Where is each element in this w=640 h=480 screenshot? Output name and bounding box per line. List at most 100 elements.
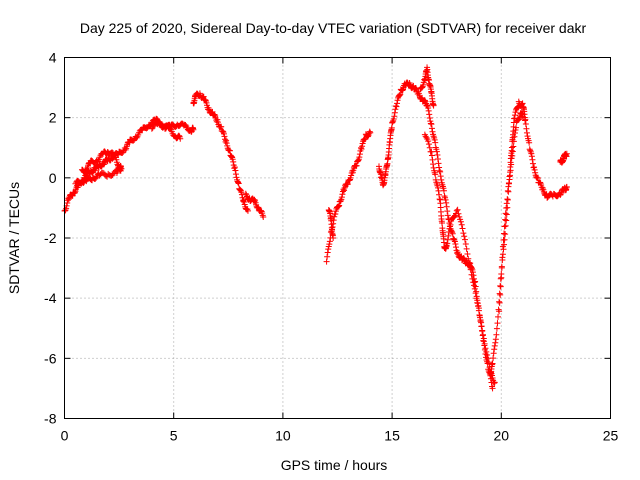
data-point bbox=[437, 173, 444, 180]
data-point bbox=[523, 125, 530, 132]
data-point bbox=[464, 251, 471, 258]
data-point bbox=[481, 340, 488, 347]
data-point bbox=[391, 113, 398, 120]
data-point bbox=[337, 197, 344, 204]
data-point bbox=[500, 236, 507, 243]
data-point bbox=[458, 221, 465, 228]
data-point bbox=[425, 107, 432, 114]
data-point bbox=[426, 111, 433, 118]
data-point bbox=[531, 164, 538, 171]
data-point bbox=[230, 158, 237, 165]
data-point bbox=[228, 153, 235, 160]
y-axis-label: SDTVAR / TECUs bbox=[6, 182, 22, 294]
plot-frame bbox=[64, 57, 611, 419]
data-point bbox=[529, 156, 536, 163]
series-arc-6-inner bbox=[421, 131, 498, 387]
data-point bbox=[489, 385, 496, 392]
y-tick-label: -4 bbox=[44, 290, 57, 306]
data-point bbox=[260, 213, 267, 220]
data-point bbox=[471, 285, 478, 292]
data-point bbox=[461, 233, 468, 240]
data-point bbox=[366, 128, 373, 135]
data-point bbox=[388, 124, 395, 131]
data-point bbox=[478, 323, 485, 330]
data-point bbox=[64, 200, 71, 207]
data-point bbox=[523, 129, 530, 136]
data-point bbox=[235, 180, 242, 187]
data-point bbox=[520, 114, 527, 121]
data-point bbox=[480, 331, 487, 338]
data-point bbox=[489, 360, 496, 367]
y-tick-label: -6 bbox=[44, 350, 57, 366]
data-point bbox=[190, 126, 197, 133]
data-point bbox=[176, 132, 183, 139]
data-point bbox=[325, 246, 332, 253]
data-point bbox=[232, 167, 239, 174]
data-point bbox=[399, 87, 406, 94]
data-point bbox=[326, 241, 333, 248]
data-point bbox=[506, 176, 513, 183]
data-point bbox=[513, 124, 520, 131]
data-point bbox=[452, 241, 459, 248]
data-point bbox=[509, 148, 516, 155]
data-point bbox=[444, 208, 451, 215]
grid-layer bbox=[64, 57, 611, 419]
data-point bbox=[365, 133, 372, 140]
data-point bbox=[251, 196, 258, 203]
y-tick-label: 0 bbox=[49, 170, 57, 186]
data-point bbox=[428, 148, 435, 155]
data-point bbox=[244, 207, 251, 214]
data-point bbox=[393, 103, 400, 110]
data-point bbox=[507, 172, 514, 179]
data-point bbox=[222, 136, 229, 143]
data-point bbox=[496, 299, 503, 306]
data-point bbox=[436, 191, 443, 198]
data-point bbox=[396, 92, 403, 99]
data-point bbox=[526, 146, 533, 153]
data-point bbox=[336, 202, 343, 209]
data-point bbox=[428, 125, 435, 132]
chart-title: Day 225 of 2020, Sidereal Day-to-day VTE… bbox=[80, 20, 587, 36]
data-point bbox=[428, 121, 435, 128]
data-point bbox=[109, 172, 116, 179]
data-point bbox=[330, 235, 337, 241]
data-point bbox=[444, 236, 451, 243]
data-point bbox=[503, 211, 510, 218]
data-point bbox=[470, 279, 477, 286]
data-point bbox=[484, 351, 491, 358]
data-point bbox=[490, 355, 497, 362]
data-point bbox=[460, 230, 467, 237]
data-point bbox=[117, 167, 124, 174]
data-point bbox=[498, 264, 505, 271]
data-point bbox=[465, 255, 472, 262]
data-point bbox=[499, 254, 506, 261]
data-point bbox=[435, 160, 442, 167]
data-point bbox=[509, 152, 516, 159]
data-point bbox=[339, 191, 346, 198]
series-arc-7-inner bbox=[496, 109, 527, 315]
data-point bbox=[504, 187, 511, 194]
data-point bbox=[534, 175, 541, 182]
data-point bbox=[200, 93, 207, 100]
series-arc-3-tail bbox=[242, 190, 267, 220]
data-point bbox=[255, 204, 262, 211]
series-arc-1-lower bbox=[72, 165, 125, 187]
data-point bbox=[440, 185, 447, 192]
x-tick-label: 20 bbox=[494, 428, 510, 444]
data-point bbox=[443, 199, 450, 206]
data-point bbox=[491, 379, 498, 386]
data-point bbox=[497, 291, 504, 298]
data-point bbox=[228, 153, 235, 160]
data-point bbox=[463, 245, 470, 252]
data-point bbox=[434, 184, 441, 191]
data-point bbox=[455, 210, 462, 217]
data-point bbox=[226, 147, 233, 154]
x-axis-label: GPS time / hours bbox=[281, 457, 388, 473]
data-point bbox=[475, 307, 482, 314]
data-point bbox=[514, 104, 521, 111]
data-point bbox=[231, 164, 238, 171]
data-point bbox=[338, 194, 345, 201]
data-point bbox=[433, 148, 440, 155]
data-point bbox=[426, 144, 433, 151]
data-point bbox=[493, 331, 500, 338]
